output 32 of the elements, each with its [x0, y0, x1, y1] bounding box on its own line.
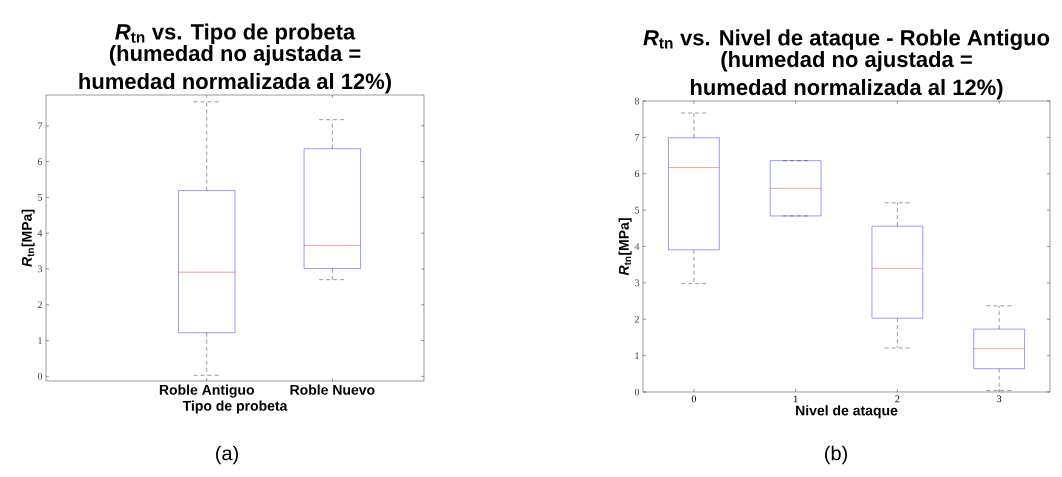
x-axis-title: Tipo de probeta — [182, 400, 288, 414]
chart-title: R$_{tn}$ vs. Tipo de probeta — [115, 23, 356, 44]
chart-title: R$_{tn}$ vs. Nivel de ataque - Roble Antiguo — [643, 29, 1050, 50]
x-tick-label: Roble Nuevo — [290, 384, 375, 395]
y-tick-label: 7 — [635, 134, 640, 141]
y-tick-label: 0 — [37, 372, 43, 380]
x-tick-label: 0 — [691, 395, 697, 403]
x-axis-title: Nivel de ataque — [796, 405, 898, 419]
y-axis-title: R$_{tn}$[MPa] — [21, 209, 35, 267]
y-tick-label: 5 — [38, 194, 43, 201]
x-tick-label: Roble Antiguo — [159, 384, 255, 398]
x-tick-label: 1 — [794, 395, 798, 403]
y-tick-label: 8 — [634, 97, 640, 105]
y-tick-label: 2 — [37, 301, 42, 309]
chart-subtitle: (humedad no ajustada = humedad normalizada al 12%) — [79, 44, 391, 94]
y-tick-label: 4 — [37, 229, 43, 237]
x-tick-label: 2 — [895, 395, 900, 403]
x-tick-label: 3 — [997, 395, 1002, 403]
text: (b) — [825, 445, 847, 465]
y-tick-label: 4 — [634, 243, 640, 250]
y-tick-label: 6 — [634, 170, 640, 178]
y-tick-label: 1 — [38, 337, 42, 344]
text: (a) — [216, 445, 238, 465]
chart-subtitle: (humedad no ajustada = humedad normalizada al 12%) — [690, 50, 1003, 100]
y-tick-label: 1 — [635, 352, 639, 359]
y-tick-label: 7 — [38, 122, 43, 130]
y-tick-label: 2 — [634, 315, 639, 323]
y-tick-label: 5 — [635, 206, 640, 214]
y-tick-label: 3 — [37, 265, 43, 273]
y-axis-title: R$_{tn}$[MPa] — [618, 218, 632, 276]
y-tick-label: 3 — [634, 279, 640, 287]
y-tick-label: 6 — [37, 158, 43, 165]
